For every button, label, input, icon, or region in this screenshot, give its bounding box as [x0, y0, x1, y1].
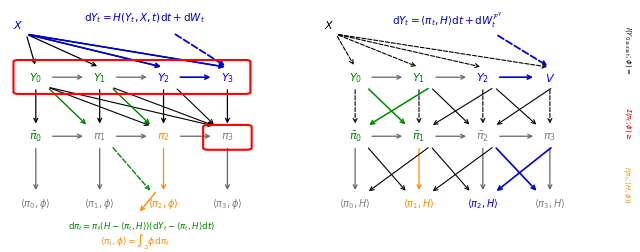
Text: $\langle\pi_3,\phi\rangle$: $\langle\pi_3,\phi\rangle$ [212, 196, 243, 210]
Text: $\langle\pi_0,\phi\rangle$: $\langle\pi_0,\phi\rangle$ [20, 196, 51, 210]
Text: $\langle\pi_0,H\rangle$: $\langle\pi_0,H\rangle$ [339, 196, 371, 210]
Text: $\langle\pi_1,\phi\rangle$: $\langle\pi_1,\phi\rangle$ [84, 196, 115, 210]
Text: $Y_2$: $Y_2$ [476, 71, 490, 85]
Text: $\mathrm{d}Y_t = H(Y_t, X, t)\mathrm{d}t + \mathrm{d}W_t$: $\mathrm{d}Y_t = H(Y_t, X, t)\mathrm{d}t… [84, 12, 205, 25]
Text: $\pi_3$: $\pi_3$ [221, 131, 234, 143]
Text: $I(\pi_t;\langle H,\phi\rangle)$: $I(\pi_t;\langle H,\phi\rangle)$ [622, 166, 634, 203]
Text: $\langle\pi_2,H\rangle$: $\langle\pi_2,H\rangle$ [467, 196, 499, 210]
Text: $\bar{\pi}_2$: $\bar{\pi}_2$ [476, 130, 490, 144]
Text: $Y_2$: $Y_2$ [157, 71, 170, 85]
Text: $\mathrm{d}\pi_t = \pi_t\left(H - \langle\pi_t,H\rangle\right)\left(\mathrm{d}Y_: $\mathrm{d}\pi_t = \pi_t\left(H - \langl… [68, 219, 215, 231]
Text: $\bar{\pi}_1$: $\bar{\pi}_1$ [412, 130, 426, 144]
Text: $I(Y_{0\leq s\leq t};\phi)=$: $I(Y_{0\leq s\leq t};\phi)=$ [623, 25, 633, 74]
Text: $\langle\pi_1,H\rangle$: $\langle\pi_1,H\rangle$ [403, 196, 435, 210]
Text: $\bar{\pi}_0$: $\bar{\pi}_0$ [349, 130, 362, 144]
Text: $Y_1$: $Y_1$ [93, 71, 106, 85]
Text: $Y_3$: $Y_3$ [221, 71, 234, 85]
Text: $\langle\pi_t,\phi\rangle = \int_\mathcal{S} \phi\,\mathrm{d}\pi_t$: $\langle\pi_t,\phi\rangle = \int_\mathca… [100, 231, 170, 250]
Text: $\langle\pi_2,\phi\rangle$: $\langle\pi_2,\phi\rangle$ [148, 196, 179, 210]
Text: $Y_1$: $Y_1$ [412, 71, 426, 85]
Text: $\mathrm{d}Y_t = \langle\pi_t,H\rangle\mathrm{d}t + \mathrm{d}W_t^{\mathcal{F}^Y: $\mathrm{d}Y_t = \langle\pi_t,H\rangle\m… [392, 12, 503, 30]
Text: $Y_0$: $Y_0$ [349, 71, 362, 85]
Text: $\pi_2$: $\pi_2$ [157, 131, 170, 143]
Text: $\pi_3$: $\pi_3$ [543, 131, 556, 143]
Text: $\bar{\pi}_0$: $\bar{\pi}_0$ [29, 130, 42, 144]
Text: $V$: $V$ [545, 72, 555, 84]
Text: $\langle\pi_3,H\rangle$: $\langle\pi_3,H\rangle$ [534, 196, 566, 210]
Text: $X$: $X$ [13, 19, 24, 31]
Text: $\pi_1$: $\pi_1$ [93, 131, 106, 143]
Text: $\mathcal{I}(\pi_t;\phi)\geq$: $\mathcal{I}(\pi_t;\phi)\geq$ [623, 107, 633, 139]
Text: $Y_0$: $Y_0$ [29, 71, 42, 85]
Text: $X$: $X$ [324, 19, 335, 31]
